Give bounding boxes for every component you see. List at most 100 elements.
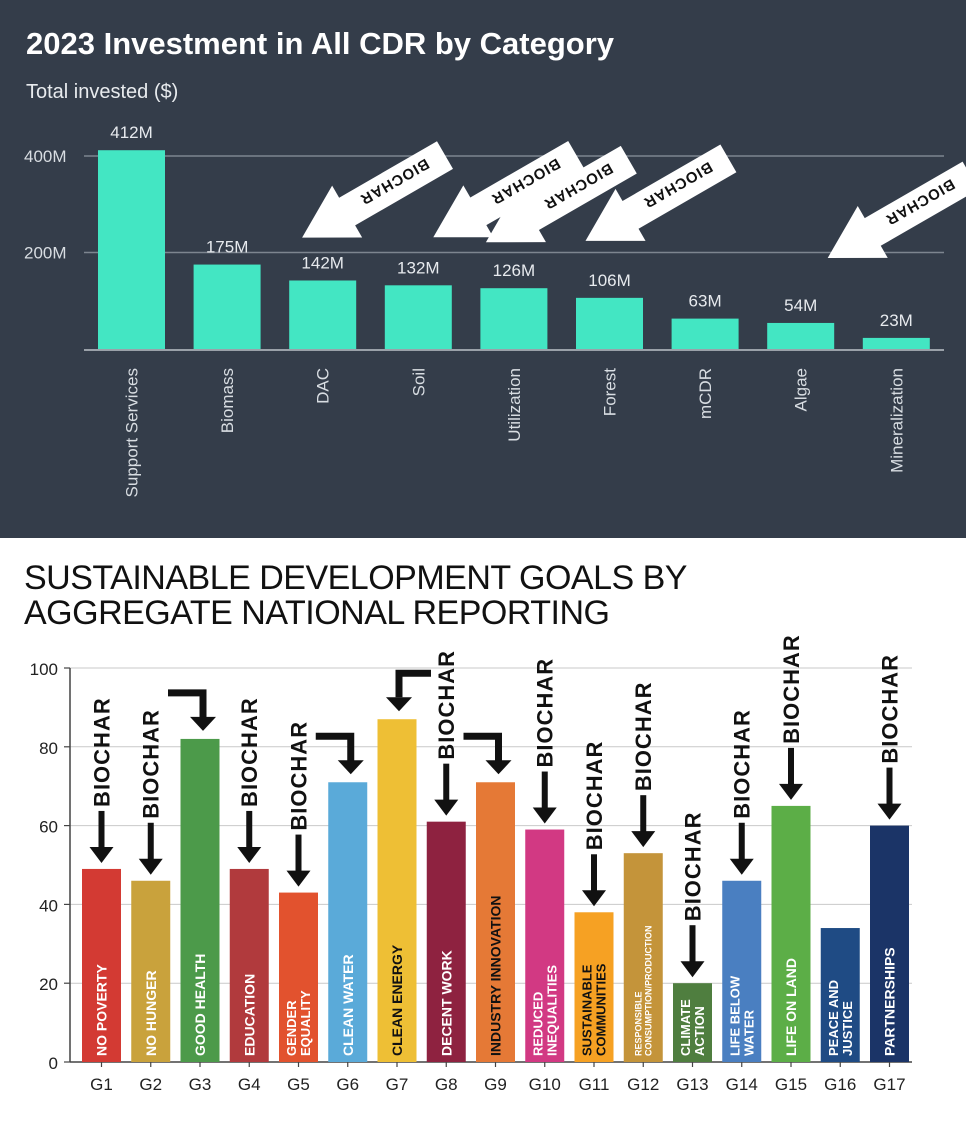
x-tick-label: G11 — [579, 1075, 610, 1094]
data-label: 23M — [880, 311, 913, 330]
bent-arrow-head — [485, 760, 512, 775]
bar-inner-label: NO HUNGER — [143, 970, 159, 1056]
x-tick-label: G6 — [336, 1075, 359, 1094]
biochar-arrow: BIOCHAR — [302, 141, 453, 238]
bar-inner-label: JUSTICE — [840, 1001, 855, 1056]
arrow-head — [779, 783, 803, 800]
bar-inner-label: CONSUMPTION/PRODUCTION — [643, 926, 653, 1057]
bar — [870, 825, 909, 1062]
bar-inner-label: ACTION — [692, 1006, 707, 1056]
bar-inner-label: NO POVERTY — [94, 964, 110, 1056]
biochar-text: BIOCHAR — [582, 741, 607, 851]
bar-inner-label: CLIMATE — [678, 999, 693, 1056]
x-tick-label: G14 — [726, 1075, 758, 1094]
biochar-annotation — [315, 732, 364, 775]
x-tick-label: G5 — [287, 1075, 310, 1094]
arrow-head — [877, 803, 902, 820]
bar-inner-label: PARTNERSHIPS — [882, 947, 898, 1056]
bar-inner-label: GENDER — [284, 1000, 299, 1056]
arrow-shaft — [640, 795, 647, 836]
x-tick-label: Mineralization — [887, 368, 906, 473]
y-tick-label: 0 — [49, 1054, 58, 1073]
cdr-chart-panel: 2023 Investment in All CDR by Category T… — [0, 0, 966, 538]
x-tick-label: mCDR — [696, 368, 715, 419]
x-tick-label: G9 — [484, 1075, 507, 1094]
x-tick-label: G17 — [873, 1075, 905, 1094]
bar-inner-label: EDUCATION — [241, 974, 257, 1056]
biochar-text: BIOCHAR — [878, 654, 903, 764]
x-tick-label: DAC — [314, 368, 333, 404]
bar — [574, 912, 614, 1062]
arrow-shaft — [246, 810, 253, 851]
biochar-arrow-shape — [827, 161, 966, 258]
bar — [576, 297, 643, 349]
arrow-head — [434, 799, 459, 816]
cdr-chart-ylabel: Total invested ($) — [26, 81, 179, 103]
y-tick-label: 60 — [39, 818, 58, 837]
bar — [426, 821, 466, 1062]
biochar-text: BIOCHAR — [139, 709, 164, 819]
biochar-arrow-shape — [585, 144, 737, 241]
y-tick-label: 80 — [39, 739, 58, 758]
bar-inner-label: LIFE BELOW — [727, 975, 742, 1056]
y-tick-label: 20 — [39, 975, 58, 994]
bent-arrow-line — [315, 732, 355, 763]
bar-inner-label: WATER — [741, 1009, 756, 1056]
bar — [131, 880, 171, 1062]
biochar-annotation — [463, 732, 512, 775]
arrow-head — [532, 807, 557, 824]
bar — [193, 264, 261, 349]
data-label: 132M — [397, 258, 440, 277]
biochar-text: BIOCHAR — [434, 650, 459, 760]
y-tick-label: 200M — [24, 244, 67, 263]
arrow-shaft — [147, 822, 154, 863]
x-tick-label: G1 — [90, 1075, 113, 1094]
arrow-head — [286, 870, 311, 887]
biochar-annotation: BIOCHAR — [779, 634, 804, 800]
x-tick-label: G2 — [139, 1075, 162, 1094]
arrow-head — [582, 890, 606, 907]
biochar-annotation: BIOCHAR — [237, 697, 262, 863]
arrow-shaft — [98, 810, 105, 851]
bent-arrow-head — [386, 697, 412, 712]
biochar-annotation: BIOCHAR — [631, 682, 656, 848]
bar — [673, 983, 712, 1062]
bar-inner-label: GOOD HEALTH — [192, 954, 208, 1056]
bar — [671, 318, 739, 349]
bar — [229, 868, 269, 1062]
biochar-text: BIOCHAR — [533, 658, 558, 768]
arrow-shaft — [541, 771, 548, 812]
biochar-annotation: BIOCHAR — [434, 650, 459, 816]
bar-inner-label: EQUALITY — [298, 990, 313, 1056]
bent-arrow-line — [463, 732, 502, 763]
arrow-shaft — [591, 854, 597, 895]
arrow-shaft — [689, 925, 696, 966]
biochar-text: BIOCHAR — [779, 634, 804, 744]
x-tick-label: G15 — [775, 1075, 807, 1094]
arrow-shaft — [443, 763, 450, 804]
bar — [98, 150, 165, 349]
bar — [820, 928, 860, 1062]
bar-inner-label: PEACE AND — [826, 980, 841, 1056]
y-tick-label: 40 — [39, 896, 58, 915]
bar — [771, 805, 811, 1062]
x-tick-label: Biomass — [218, 368, 237, 433]
biochar-annotation — [168, 689, 216, 731]
x-tick-label: Algae — [792, 368, 811, 411]
bar — [328, 782, 368, 1062]
biochar-text: BIOCHAR — [287, 721, 312, 831]
sdg-title-line-2: AGGREGATE NATIONAL REPORTING — [24, 594, 610, 632]
arrow-head — [729, 858, 754, 875]
arrow-shaft — [886, 767, 893, 808]
bent-arrow-line — [395, 669, 431, 698]
biochar-text: BIOCHAR — [730, 709, 755, 819]
bar — [476, 782, 515, 1062]
biochar-text: BIOCHAR — [681, 812, 706, 922]
x-tick-label: G4 — [238, 1075, 261, 1094]
biochar-annotation: BIOCHAR — [680, 812, 706, 978]
bar-inner-label: INEQUALITIES — [544, 965, 559, 1056]
arrow-head — [138, 858, 163, 875]
bar — [279, 892, 318, 1062]
biochar-annotation: BIOCHAR — [138, 709, 164, 875]
biochar-text: BIOCHAR — [237, 697, 262, 807]
